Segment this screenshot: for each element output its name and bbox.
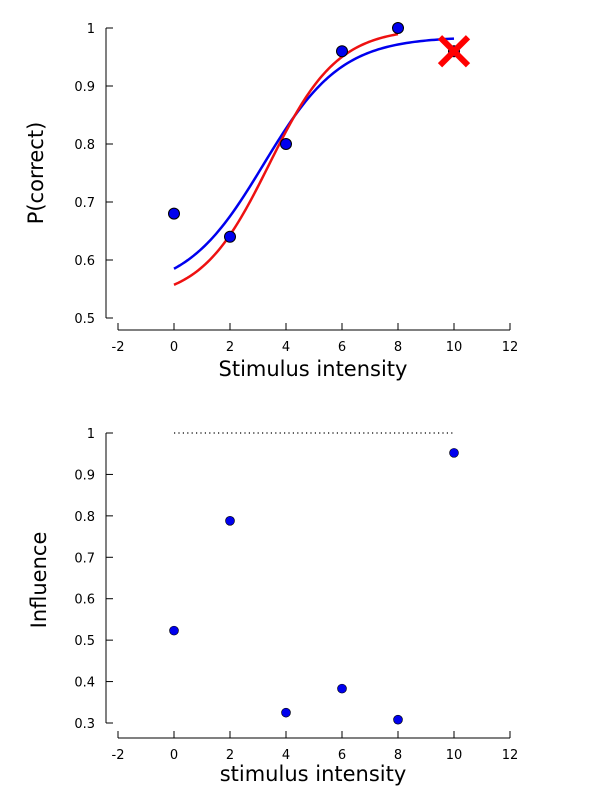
- y-tick-label: 0.7: [74, 196, 95, 211]
- top-excluded-point: [437, 35, 471, 68]
- x-tick-label: 2: [226, 748, 234, 763]
- top-data-points: [168, 22, 404, 243]
- y-tick-label: 0.9: [74, 80, 95, 95]
- top-x-axis-title: Stimulus intensity: [219, 357, 408, 381]
- y-tick-label: 0.5: [74, 634, 95, 649]
- x-tick-label: 6: [338, 748, 346, 763]
- y-tick-label: 0.6: [74, 254, 95, 269]
- x-tick-label: 8: [394, 748, 402, 763]
- x-tick-label: 10: [446, 340, 463, 355]
- y-tick-label: 1: [87, 22, 95, 37]
- x-tick-label: 2: [226, 340, 234, 355]
- data-point: [225, 516, 235, 526]
- data-point: [337, 683, 347, 694]
- bottom-data-points: [169, 448, 459, 725]
- top-chart: 0.5 0.6 0.7 0.8 0.9 1 -2 0 2 4 6 8 10 12 Stimulus in…: [24, 22, 518, 381]
- x-tick-label: 0: [170, 340, 178, 355]
- y-tick-label: 0.6: [74, 593, 95, 608]
- fit-curve-1: [173, 32, 399, 286]
- bottom-y-axis-title: Influence: [27, 532, 51, 629]
- x-tick-label: 12: [502, 340, 519, 355]
- x-tick-label: -2: [112, 340, 125, 355]
- data-point: [336, 45, 348, 58]
- x-tick-label: 6: [338, 340, 346, 355]
- data-point: [224, 230, 236, 243]
- bottom-y-axis: 0.3 0.4 0.5 0.6 0.7 0.8 0.9 1: [74, 427, 113, 732]
- fit-curve-0: [173, 37, 455, 270]
- x-tick-label: 4: [282, 748, 290, 763]
- x-tick-label: 10: [446, 748, 463, 763]
- x-tick-label: 8: [394, 340, 402, 355]
- y-tick-label: 0.5: [74, 312, 95, 327]
- data-point: [393, 714, 403, 725]
- y-tick-label: 0.7: [74, 551, 95, 566]
- bottom-chart: 0.3 0.4 0.5 0.6 0.7 0.8 0.9 1 -2 0 2 4 6 8 10 12 stimu…: [27, 427, 518, 786]
- y-tick-label: 0.8: [74, 510, 95, 525]
- x-tick-label: -2: [112, 748, 125, 763]
- top-y-axis: 0.5 0.6 0.7 0.8 0.9 1: [74, 22, 113, 327]
- data-point: [281, 707, 291, 718]
- x-tick-label: 4: [282, 340, 290, 355]
- y-tick-label: 0.4: [74, 676, 95, 691]
- y-tick-label: 0.9: [74, 468, 95, 483]
- data-point: [449, 448, 459, 458]
- data-point: [280, 138, 292, 150]
- top-fit-curves: [173, 32, 455, 286]
- top-x-axis: -2 0 2 4 6 8 10 12: [112, 323, 519, 355]
- bottom-x-axis-title: stimulus intensity: [220, 762, 407, 786]
- y-tick-label: 0.3: [74, 717, 95, 732]
- data-point: [392, 22, 404, 34]
- y-tick-label: 0.8: [74, 138, 95, 153]
- data-point: [168, 207, 180, 220]
- x-tick-label: 12: [502, 748, 519, 763]
- excluded-x-mark: [437, 35, 471, 68]
- top-y-axis-title: P(correct): [24, 122, 48, 225]
- y-tick-label: 1: [87, 427, 95, 442]
- bottom-x-axis: -2 0 2 4 6 8 10 12: [112, 731, 519, 763]
- x-tick-label: 0: [170, 748, 178, 763]
- data-point: [169, 625, 179, 636]
